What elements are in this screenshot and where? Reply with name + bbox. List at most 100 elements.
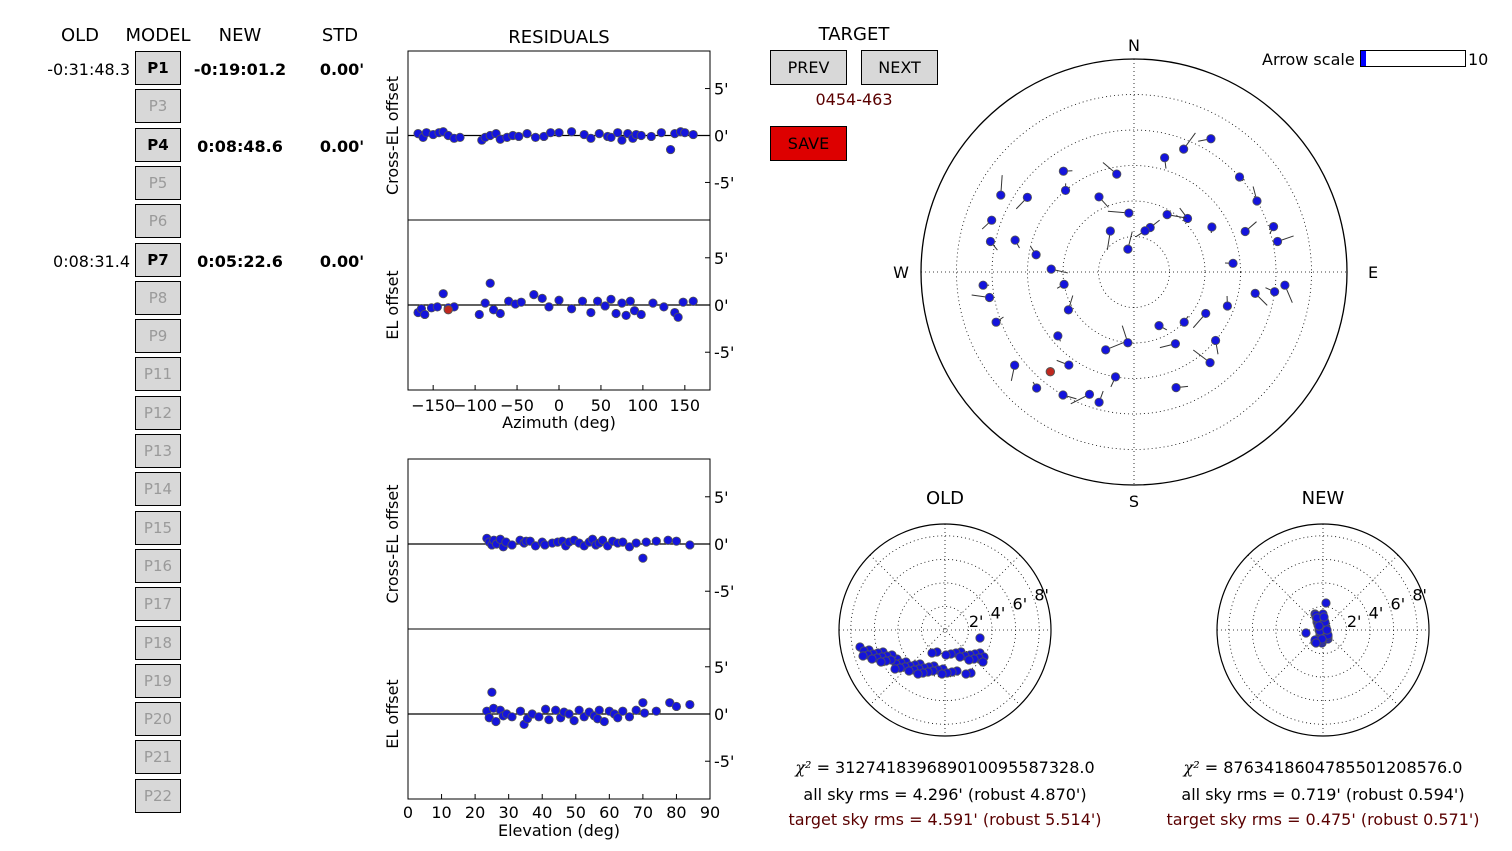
x-tick-label: 50	[566, 803, 586, 822]
save-button[interactable]: SAVE	[770, 126, 847, 161]
sky-point	[996, 190, 1006, 200]
param-button-p18[interactable]: P18	[135, 625, 181, 660]
new-chi2: χ² = 876341860478550120857​6.0	[1153, 758, 1493, 777]
param-button-p7[interactable]: P7	[135, 242, 181, 277]
data-point	[648, 298, 658, 308]
data-point	[618, 537, 628, 547]
data-point	[678, 297, 688, 307]
sky-point	[987, 215, 997, 225]
sky-point	[1123, 244, 1133, 254]
sky-point	[1058, 390, 1068, 400]
param-button-p8[interactable]: P8	[135, 280, 181, 315]
param-button-p17[interactable]: P17	[135, 587, 181, 622]
sky-point	[1228, 258, 1238, 268]
data-point	[606, 294, 616, 304]
x-tick-label: −150	[411, 396, 455, 415]
sky-point	[1124, 208, 1134, 218]
param-button-p15[interactable]: P15	[135, 510, 181, 545]
new-panel-title: NEW	[1301, 488, 1345, 509]
param-button-p20[interactable]: P20	[135, 702, 181, 737]
param-button-p4[interactable]: P4	[135, 127, 181, 162]
sky-point	[1059, 279, 1069, 289]
sky-point	[1162, 210, 1172, 220]
data-point	[530, 132, 541, 142]
data-point	[537, 293, 547, 303]
param-button-p14[interactable]: P14	[135, 472, 181, 507]
param-button-p5[interactable]: P5	[135, 165, 181, 200]
data-point	[566, 127, 577, 137]
sky-point	[1270, 287, 1280, 297]
polar-point	[913, 669, 923, 679]
data-point	[495, 308, 505, 319]
polar-grid-spoke	[869, 554, 1021, 706]
data-point	[474, 309, 484, 320]
polar-point	[1311, 638, 1321, 648]
data-point	[507, 712, 517, 722]
data-point	[491, 716, 501, 727]
data-point	[586, 307, 596, 318]
param-old-value: 0:08:31.4	[53, 251, 130, 271]
sky-point	[1222, 301, 1233, 311]
param-std-value: 0.00'	[319, 60, 365, 79]
data-point	[685, 540, 695, 550]
sky-point	[1094, 397, 1104, 407]
param-button-p16[interactable]: P16	[135, 548, 181, 583]
sky-label-west: W	[893, 263, 909, 282]
param-button-p13[interactable]: P13	[135, 434, 181, 468]
data-point	[671, 701, 682, 712]
x-tick-label: −100	[453, 396, 497, 415]
chi2-symbol: χ²	[1183, 758, 1200, 777]
target-title: TARGET	[818, 24, 890, 45]
x-tick-label: 80	[666, 803, 686, 822]
next-button[interactable]: NEXT	[861, 50, 938, 85]
data-point	[656, 128, 666, 138]
param-button-p12[interactable]: P12	[135, 395, 181, 430]
polar-point	[975, 633, 985, 643]
prev-button[interactable]: PREV	[770, 50, 847, 85]
param-button-p6[interactable]: P6	[135, 204, 181, 239]
sky-point	[1110, 372, 1121, 382]
polar-grid-spoke	[1247, 554, 1399, 706]
data-point	[598, 535, 608, 545]
polar-point	[1301, 628, 1311, 638]
new-chi2-value: = 876341860478550120857​6.0	[1204, 758, 1463, 777]
sky-point	[985, 236, 996, 247]
data-point	[586, 133, 596, 143]
param-button-p1[interactable]: P1	[135, 51, 181, 85]
polar-r-label: 6'	[1013, 595, 1028, 614]
param-button-p21[interactable]: P21	[135, 740, 181, 775]
polar-point	[1321, 598, 1331, 608]
sky-point	[1207, 222, 1217, 232]
param-button-p9[interactable]: P9	[135, 319, 181, 354]
new-target-sky-rms: target sky rms = 0.475' (robust 0.571')	[1166, 810, 1480, 829]
polar-point	[1319, 612, 1329, 622]
data-point	[638, 698, 648, 708]
data-point	[651, 706, 661, 716]
sky-point	[978, 280, 988, 290]
data-point	[516, 297, 526, 307]
data-point	[688, 296, 698, 306]
param-button-p19[interactable]: P19	[135, 663, 181, 698]
polar-point	[964, 655, 974, 665]
param-std-value: 0.00'	[319, 136, 365, 156]
y-tick-label: -5'	[714, 173, 734, 192]
polar-grid-ring	[897, 582, 993, 678]
param-button-p3[interactable]: P3	[135, 89, 181, 124]
x-tick-label: 0	[554, 396, 564, 415]
target-name: 0454-463	[815, 90, 893, 109]
sky-point	[1280, 280, 1290, 290]
data-point	[638, 553, 648, 563]
data-point	[546, 128, 556, 138]
data-point	[534, 712, 544, 722]
data-point	[577, 296, 588, 306]
sky-point	[1210, 335, 1221, 346]
param-button-p22[interactable]: P22	[135, 778, 181, 813]
param-new-value: 0:05:22.6	[197, 251, 283, 271]
sky-point	[1206, 134, 1216, 144]
param-new-value: 0:08:48.6	[197, 136, 283, 156]
param-button-p11[interactable]: P11	[135, 357, 181, 392]
arrow-scale-slider[interactable]	[1360, 50, 1466, 67]
sky-target-point	[1045, 367, 1056, 377]
data-point	[606, 132, 616, 142]
data-point	[625, 296, 635, 306]
